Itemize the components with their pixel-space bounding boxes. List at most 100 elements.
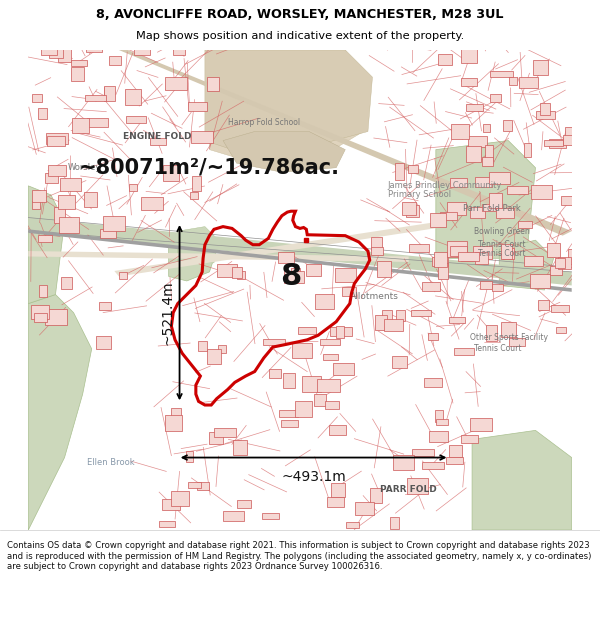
- Polygon shape: [499, 240, 554, 290]
- Bar: [489, 173, 511, 184]
- Bar: [395, 163, 404, 179]
- Bar: [461, 254, 475, 261]
- Bar: [59, 177, 81, 191]
- Bar: [509, 338, 524, 346]
- Bar: [448, 202, 466, 215]
- Bar: [393, 455, 414, 469]
- Bar: [466, 104, 484, 111]
- Bar: [186, 451, 193, 462]
- Bar: [45, 173, 58, 182]
- Bar: [422, 282, 440, 291]
- Bar: [31, 306, 49, 319]
- Bar: [468, 136, 487, 147]
- Polygon shape: [28, 217, 572, 286]
- Bar: [466, 146, 481, 162]
- Polygon shape: [28, 229, 572, 292]
- Bar: [377, 261, 391, 277]
- Bar: [99, 302, 110, 311]
- Bar: [550, 266, 562, 274]
- Text: Harrop Fold School: Harrop Fold School: [227, 118, 299, 127]
- Bar: [392, 356, 407, 368]
- Text: Tennis Court: Tennis Court: [474, 344, 521, 353]
- Bar: [411, 310, 431, 316]
- Polygon shape: [119, 50, 572, 236]
- Bar: [507, 186, 528, 194]
- Text: James Brindley Community: James Brindley Community: [388, 181, 502, 191]
- Bar: [451, 178, 467, 187]
- Bar: [490, 71, 512, 77]
- Bar: [188, 482, 201, 488]
- Bar: [190, 192, 198, 199]
- Bar: [501, 244, 512, 259]
- Bar: [429, 431, 448, 442]
- Bar: [188, 102, 207, 111]
- Bar: [434, 410, 443, 422]
- Bar: [165, 77, 187, 90]
- Bar: [171, 491, 190, 506]
- Bar: [327, 498, 344, 507]
- Bar: [103, 216, 125, 231]
- Bar: [217, 264, 237, 278]
- Bar: [336, 326, 344, 338]
- Bar: [481, 281, 492, 289]
- Bar: [475, 253, 488, 264]
- Bar: [214, 428, 236, 438]
- Bar: [86, 42, 102, 52]
- Bar: [509, 77, 517, 84]
- Bar: [519, 78, 538, 88]
- Bar: [503, 120, 512, 131]
- Bar: [104, 86, 115, 101]
- Bar: [532, 186, 552, 199]
- Bar: [283, 373, 295, 389]
- Bar: [437, 263, 448, 279]
- Bar: [141, 198, 163, 211]
- Text: Worsley: Worsley: [67, 163, 101, 172]
- Bar: [88, 118, 109, 127]
- Bar: [533, 61, 548, 75]
- Bar: [40, 285, 47, 296]
- Text: Primary School: Primary School: [388, 191, 451, 199]
- Bar: [422, 462, 443, 469]
- Bar: [71, 60, 88, 66]
- Bar: [329, 425, 346, 435]
- Polygon shape: [169, 231, 218, 281]
- Bar: [524, 142, 532, 157]
- Bar: [335, 268, 356, 282]
- Bar: [561, 196, 578, 204]
- Bar: [412, 449, 434, 456]
- Bar: [439, 54, 452, 65]
- Bar: [346, 522, 359, 528]
- Bar: [100, 229, 116, 238]
- Text: ~493.1m: ~493.1m: [281, 470, 346, 484]
- Bar: [32, 94, 43, 102]
- Bar: [278, 251, 293, 263]
- Bar: [83, 192, 97, 207]
- Bar: [72, 118, 89, 132]
- Bar: [46, 133, 68, 144]
- Bar: [109, 56, 121, 65]
- Bar: [71, 67, 84, 81]
- Bar: [85, 96, 106, 101]
- Bar: [34, 314, 47, 321]
- Bar: [470, 418, 493, 431]
- Bar: [549, 139, 566, 148]
- Bar: [374, 316, 387, 330]
- Bar: [208, 77, 219, 91]
- Bar: [502, 322, 516, 338]
- Bar: [518, 221, 532, 228]
- Bar: [406, 205, 419, 217]
- Bar: [306, 264, 322, 276]
- Polygon shape: [115, 222, 440, 276]
- Bar: [129, 184, 137, 191]
- Bar: [32, 189, 46, 202]
- Bar: [279, 409, 298, 417]
- Bar: [530, 274, 550, 288]
- Polygon shape: [223, 131, 345, 173]
- Bar: [126, 116, 146, 123]
- Bar: [563, 135, 574, 145]
- Text: 8, AVONCLIFFE ROAD, WORSLEY, MANCHESTER, M28 3UL: 8, AVONCLIFFE ROAD, WORSLEY, MANCHESTER,…: [96, 8, 504, 21]
- Bar: [544, 140, 563, 146]
- Bar: [171, 408, 181, 421]
- Bar: [448, 241, 467, 257]
- Text: Map shows position and indicative extent of the property.: Map shows position and indicative extent…: [136, 31, 464, 41]
